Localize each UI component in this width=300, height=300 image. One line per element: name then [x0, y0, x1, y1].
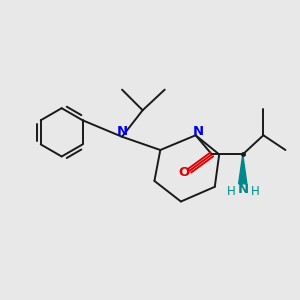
Text: H: H [251, 185, 260, 198]
Polygon shape [238, 154, 247, 184]
Text: N: N [238, 183, 249, 196]
Text: O: O [178, 166, 190, 178]
Text: N: N [193, 125, 204, 138]
Text: N: N [116, 125, 128, 138]
Text: H: H [227, 185, 236, 198]
